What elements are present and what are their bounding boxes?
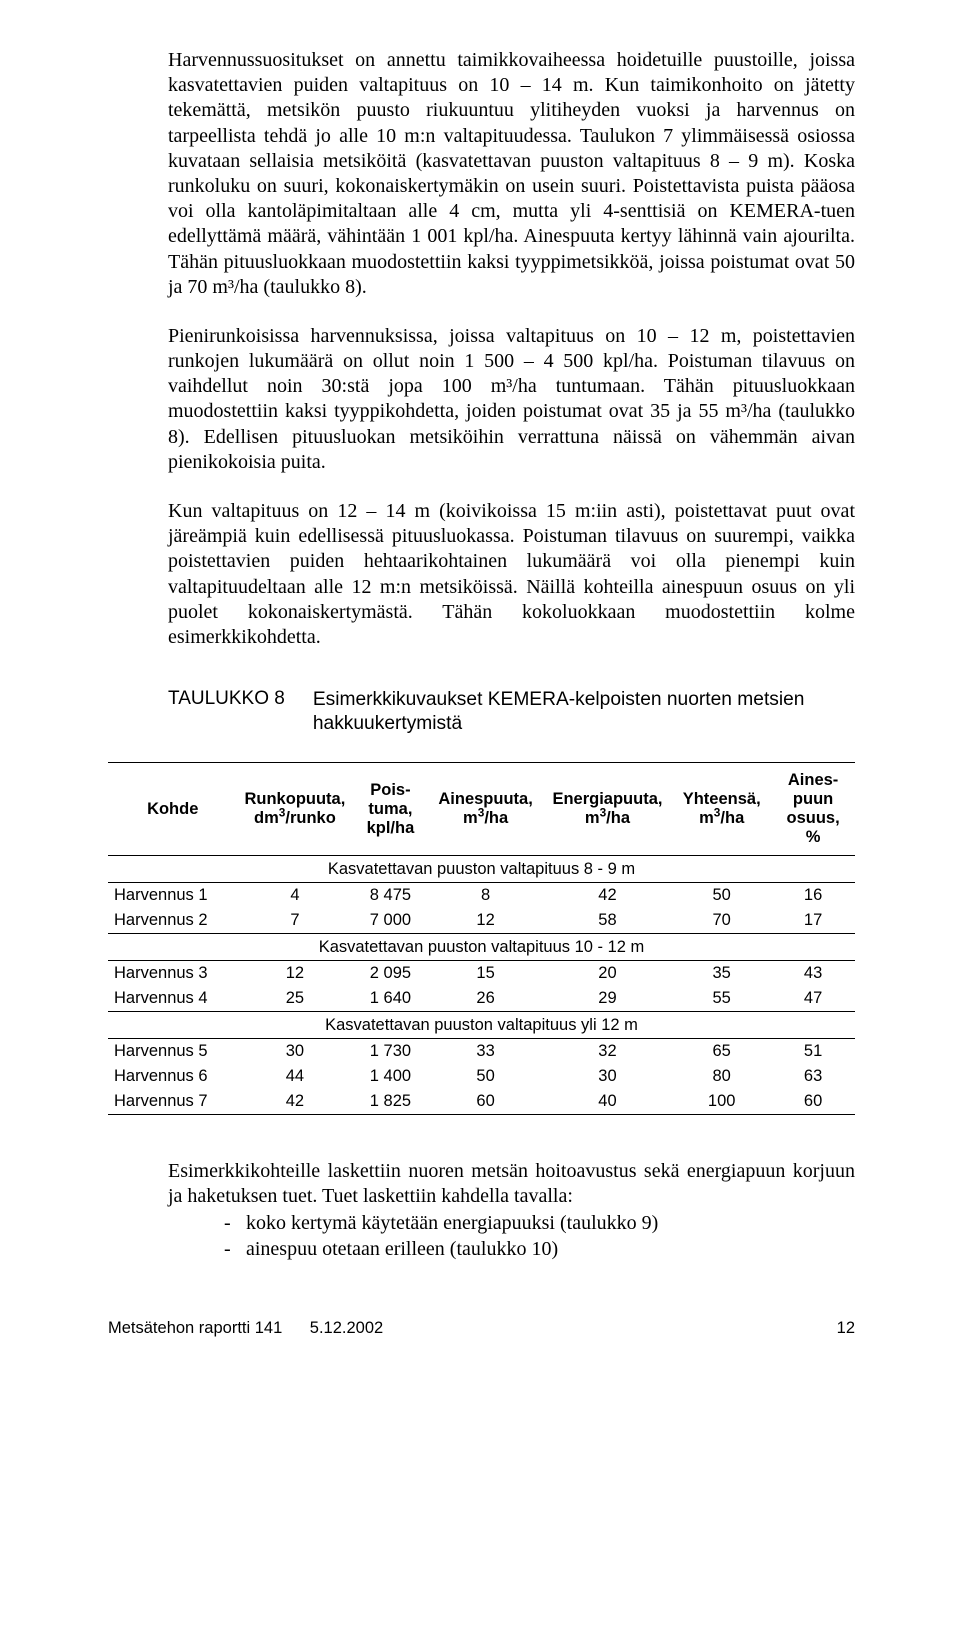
table-8-block: TAULUKKO 8 Esimerkkikuvaukset KEMERA-kel… — [168, 688, 855, 1115]
table-row: Harvennus 4 251 640 2629 5547 — [108, 986, 855, 1012]
table-row: Harvennus 7 421 825 6040 10060 — [108, 1089, 855, 1115]
col-kohde: Kohde — [108, 763, 237, 856]
table-row: Harvennus 5 301 730 3332 6551 — [108, 1039, 855, 1065]
table-row: Harvennus 3 122 095 1520 3543 — [108, 961, 855, 987]
col-ainespuuta: Ainespuuta, m3/ha — [428, 763, 542, 856]
paragraph-2: Pienirunkoisissa harvennuksissa, joissa … — [168, 324, 855, 475]
table-section-2: Kasvatettavan puuston valtapituus 10 - 1… — [108, 934, 855, 961]
col-ainespuun-osuus: Aines- puun osuus, % — [771, 763, 855, 856]
table-row: Harvennus 6 441 400 5030 8063 — [108, 1064, 855, 1089]
paragraph-4: Esimerkkikohteille laskettiin nuoren met… — [168, 1159, 855, 1209]
col-yhteensa: Yhteensä, m3/ha — [672, 763, 771, 856]
dash-icon: - — [224, 1237, 246, 1263]
table-title: Esimerkkikuvaukset KEMERA-kelpoisten nuo… — [313, 688, 855, 736]
col-energiapuuta: Energiapuuta, m3/ha — [543, 763, 672, 856]
paragraph-3: Kun valtapituus on 12 – 14 m (koivikoiss… — [168, 499, 855, 650]
col-runkopuuta: Runkopuuta, dm3/runko — [237, 763, 352, 856]
table-section-1: Kasvatettavan puuston valtapituus 8 - 9 … — [108, 856, 855, 883]
page-footer: Metsätehon raportti 141 5.12.2002 12 — [108, 1319, 855, 1338]
table-section-3: Kasvatettavan puuston valtapituus yli 12… — [108, 1012, 855, 1039]
dash-icon: - — [224, 1211, 246, 1237]
list-item: - ainespuu otetaan erilleen (taulukko 10… — [224, 1237, 855, 1263]
footer-report: Metsätehon raportti 141 — [108, 1319, 282, 1337]
list-item: - koko kertymä käytetään energiapuuksi (… — [224, 1211, 855, 1237]
table-header-row: Kohde Runkopuuta, dm3/runko Pois- tuma, … — [108, 763, 855, 856]
footer-date: 5.12.2002 — [310, 1319, 383, 1337]
table-row: Harvennus 2 77 000 1258 7017 — [108, 908, 855, 934]
page-number: 12 — [837, 1319, 855, 1338]
col-poistuma: Pois- tuma, kpl/ha — [352, 763, 428, 856]
table-row: Harvennus 1 48 475 842 5016 — [108, 883, 855, 909]
table-8: Kohde Runkopuuta, dm3/runko Pois- tuma, … — [108, 762, 855, 1115]
table-label: TAULUKKO 8 — [168, 688, 313, 710]
bullet-list: - koko kertymä käytetään energiapuuksi (… — [224, 1211, 855, 1262]
paragraph-1: Harvennussuositukset on annettu taimikko… — [168, 48, 855, 300]
